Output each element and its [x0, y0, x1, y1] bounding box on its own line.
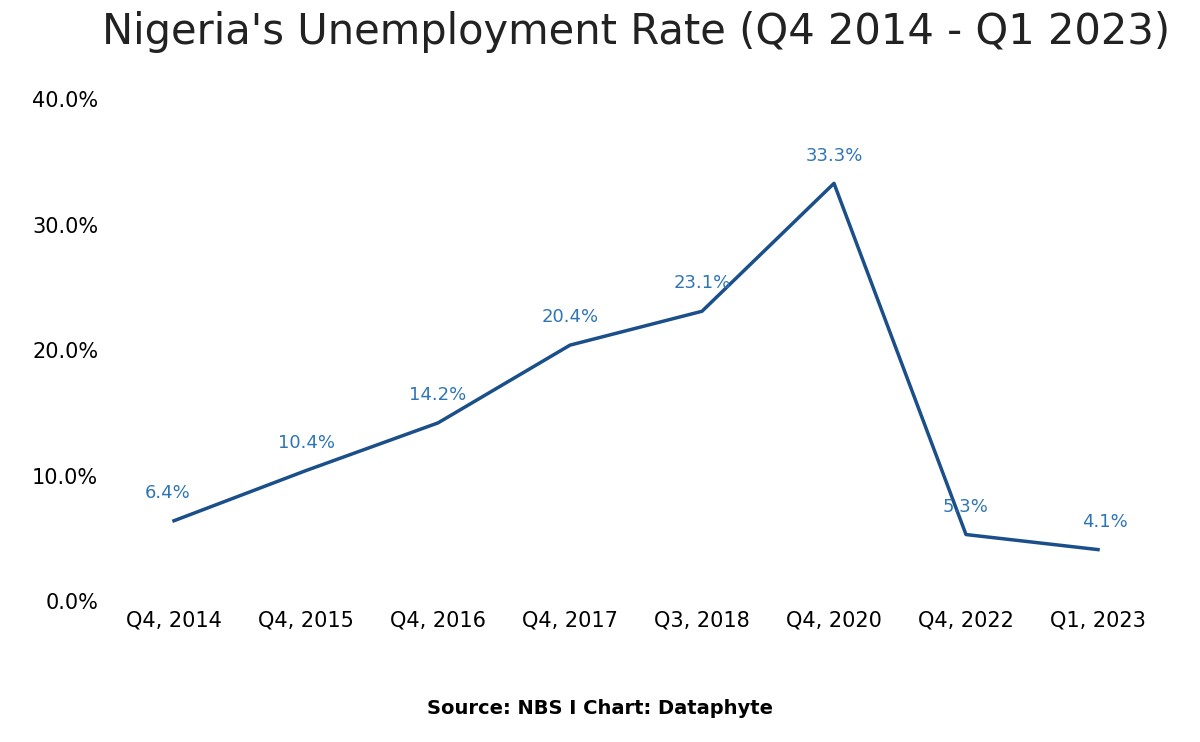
Title: Nigeria's Unemployment Rate (Q4 2014 - Q1 2023): Nigeria's Unemployment Rate (Q4 2014 - Q…: [102, 10, 1170, 53]
Text: 10.4%: 10.4%: [277, 434, 335, 452]
Text: 6.4%: 6.4%: [144, 484, 191, 502]
Text: 5.3%: 5.3%: [943, 498, 989, 516]
Text: 4.1%: 4.1%: [1081, 513, 1128, 531]
Text: 23.1%: 23.1%: [673, 275, 731, 292]
Text: 33.3%: 33.3%: [805, 146, 863, 165]
Text: 20.4%: 20.4%: [541, 309, 599, 326]
Text: Source: NBS I Chart: Dataphyte: Source: NBS I Chart: Dataphyte: [427, 699, 773, 718]
Text: 14.2%: 14.2%: [409, 386, 467, 404]
